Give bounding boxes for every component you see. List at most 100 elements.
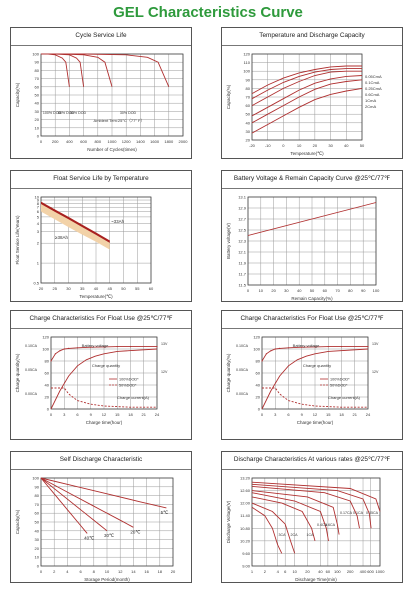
selfdis-xtick: 16: [144, 569, 149, 574]
charge2-ytick: 120: [253, 335, 260, 340]
float-life-title: Float Service Life by Temperature: [11, 171, 191, 189]
temp-plot-frame: [251, 53, 363, 141]
float-xtick: 60: [149, 286, 154, 291]
temp-xtick: -10: [265, 143, 272, 148]
charge1-xtick: 15: [115, 412, 120, 417]
charge1-point: [129, 346, 132, 348]
temp-ytick: 100: [243, 69, 250, 74]
disrate-ytick: 12.60: [240, 488, 251, 493]
charge2-xtick: 9: [301, 412, 304, 417]
float-ytick: 7: [37, 205, 40, 210]
float-ytick: 1: [37, 261, 40, 266]
float-y-axis-label: Float Service Life(Years): [15, 215, 20, 265]
cycle-ytick: 100: [32, 52, 39, 57]
charge1-point: [63, 348, 65, 350]
float-ytick: 0.5: [33, 281, 39, 286]
discharge-rate-label: 1CA: [307, 533, 315, 537]
disrate-xtick: 10: [292, 569, 297, 574]
charge1-xtick: 3: [63, 412, 66, 417]
disrate-series-line: [251, 483, 372, 529]
disrate-series-line: [251, 506, 283, 554]
disrate-series-line: [251, 502, 296, 554]
charge1-xtick: 6: [76, 412, 79, 417]
charge2-point: [261, 360, 263, 362]
temp-series-line: [251, 68, 362, 100]
volt-xtick: 10: [259, 288, 264, 293]
charge-legend-entry: 50%DOD*: [119, 384, 137, 388]
charge-voltage-tick: 13V: [161, 342, 168, 346]
charge1-series-line: [50, 348, 158, 410]
volt-y-axis-label: Battery voltage(V): [226, 222, 231, 259]
temp-series-line: [251, 70, 362, 106]
float-series-label: ~33Ah: [111, 219, 125, 224]
disrate-xtick: 20: [305, 569, 310, 574]
cycle-ytick: 0: [37, 134, 40, 139]
temp-series-line: [251, 87, 363, 134]
selfdis-xtick: 20: [171, 569, 176, 574]
charge1-ytick: 0: [47, 407, 50, 412]
selfdis-plot-frame: [40, 477, 174, 567]
disrate-series-line: [251, 485, 360, 529]
disrate-xtick: 2: [264, 569, 267, 574]
charge1-point: [90, 346, 92, 348]
charge2-point: [274, 348, 276, 350]
float-xtick: 40: [94, 286, 99, 291]
float-series-label: ≥38Ah: [55, 235, 68, 240]
float-ytick: 8: [37, 201, 40, 206]
charge2-xtick: 3: [274, 412, 277, 417]
disrate-xtick: 200: [347, 569, 354, 574]
disrate-series-line: [251, 496, 316, 542]
charge1-ytick: 80: [45, 359, 50, 364]
selfdis-svg: 0 2 4 6 8 10 12 14 16 18 20 0 10 20 30 40 50 60 70 80 90 100 S…: [15, 476, 176, 583]
cycle-svg: 0 200 400 600 800 1000 1200 1400 1600 1800 2000 0 10…: [15, 52, 188, 153]
disrate-xtick: 40: [318, 569, 323, 574]
disrate-plot-frame: [251, 477, 381, 567]
selfdis-y-axis-label: Capacity(%): [15, 509, 20, 534]
charge2-ytick: 0: [258, 407, 261, 412]
voltage-capacity-title: Battery Voltage & Remain Capacity Curve …: [222, 171, 402, 189]
volt-xtick: 40: [297, 288, 302, 293]
discharge-rates-panel: Discharge Characteristics At various rat…: [221, 451, 403, 583]
charge2-point: [265, 353, 268, 355]
volt-ytick: 12.3: [238, 239, 247, 244]
charge2-plot-frame: [261, 336, 369, 410]
cycle-ytick: 90: [35, 60, 40, 65]
discharge-rate-label: 0.1CA: [353, 511, 364, 515]
charge-current-tick: 0.10CA: [25, 344, 38, 348]
charge2-xtick: 0: [261, 412, 264, 417]
selfdis-x-axis-label: Storage Period(month): [84, 577, 130, 582]
charge-quantity-annotation: Charge quantity: [92, 363, 120, 368]
charge-voltage-tick: 13V: [372, 342, 379, 346]
charge-float-panel-right: Charge Characteristics For Float Use @25…: [221, 310, 403, 440]
cycle-ytick: 20: [35, 117, 40, 122]
disrate-xtick: 4: [277, 569, 280, 574]
float-life-band-light: [41, 201, 110, 250]
cycle-ambient-annotation: Ambient Tem:25°C（77° F）: [94, 118, 145, 123]
charge1-xtick: 9: [90, 412, 93, 417]
temp-ytick: 80: [246, 86, 251, 91]
temp-series-line: [251, 79, 363, 124]
page-title: GEL Characteristics Curve: [113, 4, 303, 21]
volt-series-line: [247, 202, 377, 236]
temp-ytick: 50: [246, 112, 251, 117]
temp-series-line: [251, 75, 363, 117]
charge2-y-axis-label: Charge quantity(%): [226, 353, 231, 392]
cycle-ytick: 50: [35, 93, 40, 98]
cycle-y-axis-label: Capacity(%): [15, 82, 20, 107]
charge1-xtick: 12: [102, 412, 107, 417]
cycle-dod-label: 50% DOD: [70, 111, 87, 115]
volt-ytick: 12.9: [238, 206, 247, 211]
temp-ytick: 120: [243, 52, 250, 57]
selfdis-series-line: [40, 477, 108, 532]
charge2-series-line: [261, 348, 369, 410]
cycle-xtick: 600: [80, 139, 87, 144]
temp-series-line: [251, 65, 362, 94]
charge-float-title-left: Charge Characteristics For Float Use @25…: [11, 311, 191, 329]
volt-xtick: 100: [373, 288, 380, 293]
temp-capacity-panel: Temperature and Discharge Capacity -20 -1…: [221, 27, 403, 159]
charge2-xtick: 6: [287, 412, 290, 417]
self-discharge-temp-label: 5℃: [161, 510, 170, 515]
temp-ytick: 30: [246, 129, 251, 134]
volt-xtick: 70: [335, 288, 340, 293]
selfdis-series-line: [40, 477, 88, 534]
